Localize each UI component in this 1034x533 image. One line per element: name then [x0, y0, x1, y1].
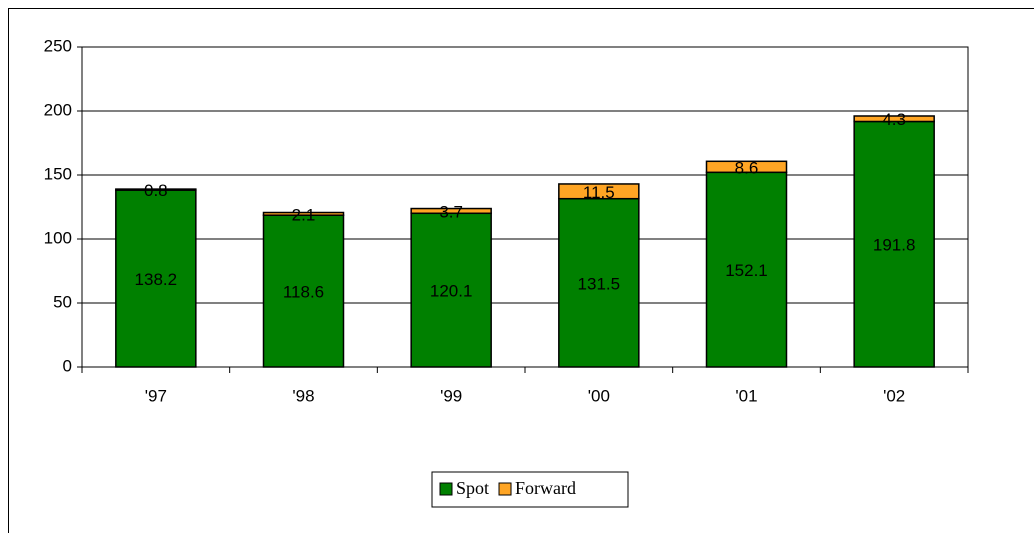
data-label: 0.8: [144, 181, 168, 200]
x-tick-label: '00: [588, 386, 610, 405]
data-label: 4.3: [882, 110, 906, 129]
plot-area: [81, 46, 969, 368]
y-tick-label: 50: [53, 292, 72, 311]
x-tick-label: '99: [440, 386, 462, 405]
data-label: 118.6: [283, 283, 324, 302]
x-tick-label: '01: [735, 386, 757, 405]
legend-box: [431, 471, 629, 508]
data-label: 152.1: [725, 261, 768, 280]
bar-segment: [705, 171, 788, 368]
bar-segment: [853, 120, 935, 368]
bar-segment: [262, 211, 345, 216]
bar-segment: [705, 160, 788, 174]
x-tick-label: '02: [883, 386, 905, 405]
bar-segment: [558, 197, 640, 368]
data-label: 3.7: [439, 202, 463, 221]
bar-segment: [410, 207, 492, 215]
legend: Spot Forward: [431, 471, 629, 508]
bar-segment: [853, 115, 935, 123]
bar-segment: [558, 183, 640, 200]
bar-segment: [262, 214, 345, 368]
legend-swatch: [498, 482, 512, 496]
data-label: 120.1: [430, 282, 473, 301]
legend-label: Forward: [515, 478, 576, 498]
y-tick-label: 250: [44, 36, 72, 55]
y-tick-label: 0: [63, 356, 72, 375]
x-tick-label: '97: [145, 386, 167, 405]
y-tick-label: 200: [44, 100, 72, 119]
data-label: 11.5: [583, 183, 615, 202]
data-label: 2.1: [292, 205, 316, 224]
data-label: 131.5: [578, 274, 621, 293]
chart-frame: [8, 8, 1034, 533]
data-label: 191.8: [873, 236, 916, 255]
y-tick-label: 150: [44, 164, 72, 183]
legend-swatch: [439, 482, 453, 496]
data-label: 8.6: [735, 158, 759, 177]
data-label: 138.2: [135, 270, 178, 289]
y-tick-label: 100: [44, 228, 72, 247]
bar-segment: [410, 212, 492, 368]
bar-segment: [115, 188, 197, 191]
bar-segment: [115, 189, 197, 368]
legend-label: Spot: [456, 478, 489, 498]
x-tick-label: '98: [292, 386, 314, 405]
